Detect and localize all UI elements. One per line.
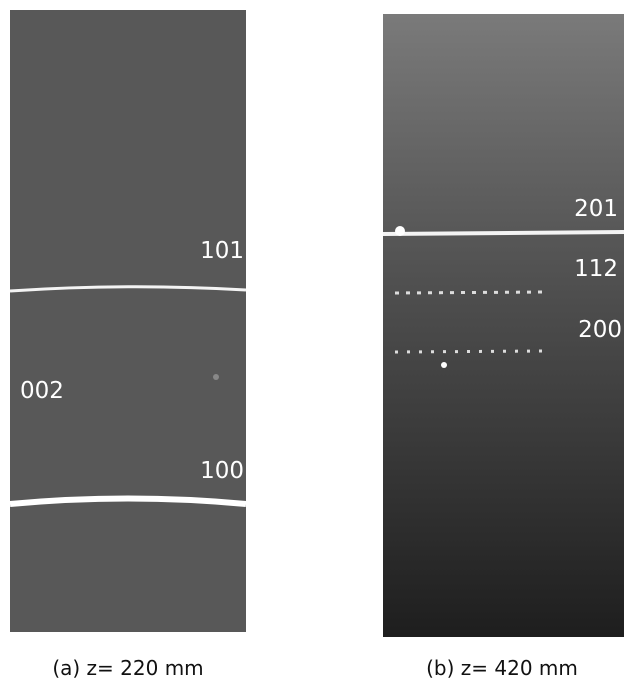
label-200: 200 xyxy=(578,317,622,343)
detector-image-a xyxy=(10,10,246,632)
label-101: 101 xyxy=(200,238,244,264)
spot xyxy=(395,226,405,236)
label-201: 201 xyxy=(574,196,618,222)
spot xyxy=(213,374,219,380)
label-112: 112 xyxy=(574,256,618,282)
spot xyxy=(441,362,447,368)
ring-201 xyxy=(383,232,624,234)
caption-b: (b) z= 420 mm xyxy=(426,656,578,680)
label-002: 002 xyxy=(20,378,64,404)
figure: 101 002 100 (a) z= 220 mm 201 112 200 (b… xyxy=(0,0,624,683)
caption-a: (a) z= 220 mm xyxy=(52,656,203,680)
label-100: 100 xyxy=(200,458,244,484)
page: 101 002 100 (a) z= 220 mm 201 112 200 (b… xyxy=(0,0,624,683)
